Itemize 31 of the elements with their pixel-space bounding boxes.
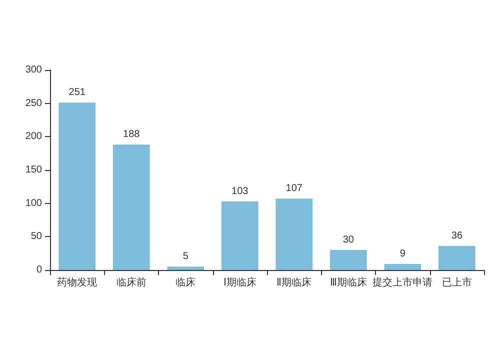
data-label: 36 xyxy=(451,230,463,242)
bar xyxy=(167,266,204,270)
x-tick-label: Ⅰ期临床 xyxy=(223,276,256,288)
bar xyxy=(58,102,96,270)
data-label: 103 xyxy=(232,186,249,197)
x-tick-label: Ⅲ期临床 xyxy=(330,276,367,288)
y-tick-label: 50 xyxy=(30,231,42,242)
x-tick-label: 已上市 xyxy=(442,276,472,288)
data-label: 30 xyxy=(342,234,354,246)
bar xyxy=(330,250,367,270)
bar xyxy=(112,144,150,270)
y-tick-label: 100 xyxy=(25,198,42,209)
data-label: 188 xyxy=(123,129,140,140)
y-tick-label: 250 xyxy=(25,98,42,109)
x-tick-label: 药物发现 xyxy=(57,276,98,288)
data-label: 107 xyxy=(286,183,303,194)
y-tick-label: 200 xyxy=(25,131,42,142)
data-label: 5 xyxy=(182,251,189,262)
bar xyxy=(438,246,476,270)
x-tick-label: 提交上市申请 xyxy=(372,276,433,288)
data-label: 9 xyxy=(400,248,406,260)
bar xyxy=(384,264,422,270)
x-tick-label: 临床前 xyxy=(116,276,146,288)
y-tick-label: 0 xyxy=(36,264,42,276)
data-label: 251 xyxy=(68,87,86,98)
bar xyxy=(221,201,258,270)
y-tick-label: 300 xyxy=(25,64,42,76)
y-tick-label: 150 xyxy=(25,164,42,176)
x-tick-label: Ⅱ期临床 xyxy=(276,276,312,288)
x-tick-label: 临床 xyxy=(176,276,196,288)
bar xyxy=(276,198,313,270)
